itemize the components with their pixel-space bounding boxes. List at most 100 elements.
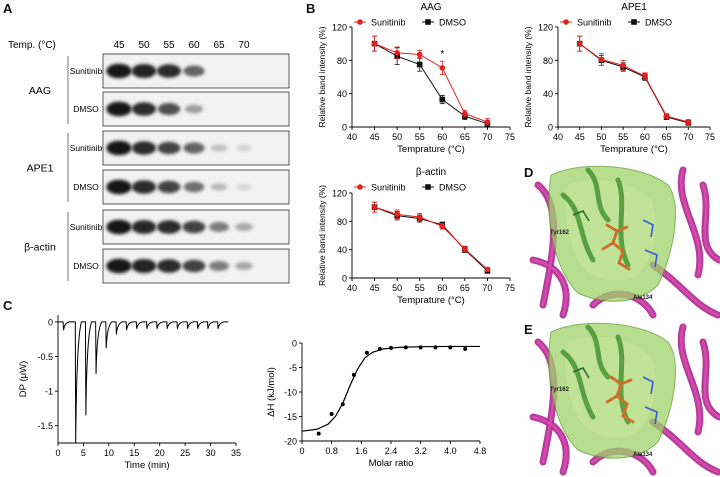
x-tick-label: 70 bbox=[482, 132, 492, 142]
blot-band bbox=[209, 261, 229, 271]
y-tick-label: -0.5 bbox=[37, 352, 53, 362]
blot-temp-tick: 50 bbox=[138, 40, 150, 51]
data-point bbox=[371, 204, 378, 210]
x-axis-label: Molar ratio bbox=[369, 458, 414, 469]
data-point bbox=[448, 345, 453, 350]
x-tick-label: 10 bbox=[104, 448, 114, 458]
blot-temp-tick: 55 bbox=[163, 40, 175, 51]
data-point bbox=[364, 350, 369, 355]
panel-letter-b: B bbox=[306, 1, 316, 16]
fit-curve bbox=[301, 345, 480, 432]
blot-band bbox=[210, 183, 228, 191]
x-tick-label: 70 bbox=[482, 283, 492, 293]
data-point bbox=[329, 412, 334, 417]
x-tick-label: 75 bbox=[505, 283, 515, 293]
blot-band bbox=[156, 220, 182, 234]
blot-temp-tick: 65 bbox=[213, 40, 225, 51]
data-point bbox=[389, 345, 393, 350]
x-tick-label: 45 bbox=[370, 132, 380, 142]
chart-itc-binding-isotherm: -20 -15 -10 -5 0 0 0.8 1.6 2.4 3.2 4.0 4.8 Molar rat… bbox=[266, 339, 487, 470]
x-tick-label: 40 bbox=[347, 132, 357, 142]
x-tick-label: 65 bbox=[662, 132, 672, 142]
pocket-helix bbox=[585, 324, 611, 380]
y-tick-label: 0 bbox=[342, 274, 347, 284]
blot-treatment-label: DMSO bbox=[73, 182, 99, 192]
data-point bbox=[416, 51, 423, 58]
blot-band bbox=[131, 64, 157, 78]
blot-band bbox=[157, 180, 181, 194]
residue-sticks bbox=[642, 376, 658, 425]
blot-temp-tick: 70 bbox=[238, 40, 250, 51]
blot-band bbox=[235, 223, 253, 231]
blot-treatment-label: DMSO bbox=[73, 104, 99, 114]
panel-letter-e: E bbox=[524, 322, 533, 337]
x-tick-label: 55 bbox=[618, 132, 628, 142]
x-tick-label: 50 bbox=[596, 132, 606, 142]
x-tick-label: 3.2 bbox=[414, 446, 427, 456]
y-tick-label: 80 bbox=[543, 56, 553, 66]
y-tick-label: 40 bbox=[337, 89, 347, 99]
y-tick-label: 0 bbox=[342, 123, 347, 133]
series-line bbox=[374, 206, 488, 272]
blot-treatment-label: Sunitinib bbox=[70, 66, 103, 76]
data-point bbox=[598, 56, 605, 63]
blot-band bbox=[157, 141, 181, 155]
x-tick-label: 40 bbox=[347, 283, 357, 293]
y-tick-label: -1.5 bbox=[37, 421, 53, 431]
blot-protein-label: AAG bbox=[29, 85, 51, 97]
blot-band bbox=[106, 179, 132, 195]
blot-band bbox=[236, 144, 252, 152]
x-tick-label: 45 bbox=[575, 132, 585, 142]
x-tick-label: 30 bbox=[206, 448, 216, 458]
data-point bbox=[484, 266, 491, 273]
blot-band bbox=[183, 181, 205, 193]
blot-band bbox=[182, 220, 206, 234]
y-tick-label: 0 bbox=[548, 123, 553, 133]
blot-protein-label: APE1 bbox=[27, 163, 54, 175]
x-tick-label: 4.8 bbox=[474, 446, 487, 456]
x-tick-label: 60 bbox=[437, 132, 447, 142]
blot-band bbox=[106, 219, 132, 235]
y-axis-label: ΔH (kJ/mol) bbox=[266, 367, 277, 417]
legend-label: Sunitinib bbox=[371, 183, 406, 193]
blot-band bbox=[106, 140, 132, 156]
x-tick-label: 55 bbox=[415, 132, 425, 142]
legend-label: DMSO bbox=[439, 18, 466, 28]
blot-band bbox=[131, 141, 157, 155]
blot-band bbox=[156, 64, 182, 78]
blot-band bbox=[210, 144, 228, 152]
data-point bbox=[433, 345, 438, 350]
legend-label: Sunitinib bbox=[371, 18, 406, 28]
data-point bbox=[416, 61, 423, 68]
data-point bbox=[394, 50, 400, 56]
pocket-helix bbox=[560, 192, 596, 263]
y-tick-label: -10 bbox=[284, 388, 297, 398]
pocket-helix bbox=[585, 167, 611, 223]
residue-label: Ala134 bbox=[633, 295, 653, 301]
data-point bbox=[439, 65, 446, 71]
chart-title: AAG bbox=[420, 2, 441, 13]
legend-label: DMSO bbox=[645, 18, 672, 28]
data-point bbox=[439, 223, 446, 230]
data-point bbox=[462, 110, 468, 117]
blot-temp-label: Temp. (°C) bbox=[8, 40, 56, 51]
y-tick-label: 80 bbox=[337, 56, 347, 66]
x-tick-label: 40 bbox=[553, 132, 563, 142]
x-tick-label: 35 bbox=[231, 448, 241, 458]
blot-band bbox=[209, 222, 229, 232]
residue-sticks bbox=[642, 219, 658, 268]
y-axis-label: Relative band intensity (%) bbox=[317, 185, 327, 286]
series-line bbox=[579, 43, 689, 123]
blot-band bbox=[182, 259, 206, 273]
blot-band bbox=[106, 258, 132, 274]
western-blot-panel: Temp. (°C) 45 50 55 60 65 70 AAG Sunitinib DMSO AP… bbox=[8, 40, 290, 284]
data-point bbox=[439, 96, 446, 103]
series-line bbox=[579, 43, 689, 124]
legend-label: Sunitinib bbox=[577, 18, 612, 28]
data-point bbox=[403, 345, 408, 350]
y-tick-label: -15 bbox=[284, 412, 297, 422]
residue-sticks bbox=[572, 210, 590, 222]
legend-marker bbox=[357, 184, 363, 190]
x-tick-label: 75 bbox=[505, 132, 515, 142]
